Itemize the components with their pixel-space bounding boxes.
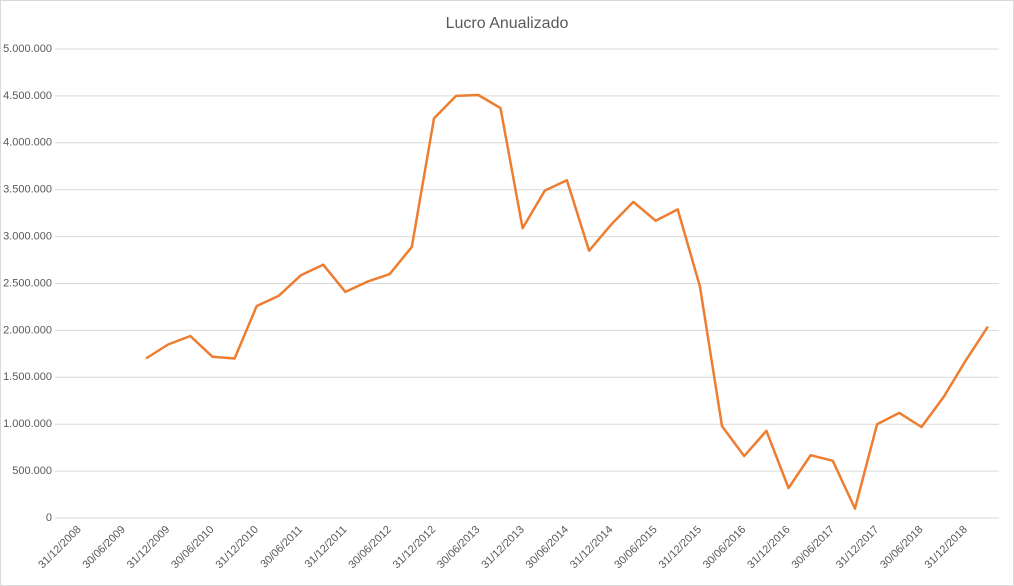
y-tick-label: 4.500.000 [3, 90, 52, 102]
y-tick-label: 2.000.000 [3, 324, 52, 336]
line-series [145, 93, 989, 510]
y-tick-label: 1.000.000 [3, 418, 52, 430]
y-tick-label: 5.000.000 [3, 43, 52, 55]
y-tick-label: 1.500.000 [3, 371, 52, 383]
y-tick-label: 3.500.000 [3, 184, 52, 196]
y-tick-label: 3.000.000 [3, 231, 52, 243]
y-tick-label: 2.500.000 [3, 277, 52, 289]
y-tick-label: 500.000 [12, 465, 52, 477]
y-tick-label: 0 [46, 512, 52, 524]
y-tick-label: 4.000.000 [3, 137, 52, 149]
chart-title: Lucro Anualizado [446, 15, 569, 32]
